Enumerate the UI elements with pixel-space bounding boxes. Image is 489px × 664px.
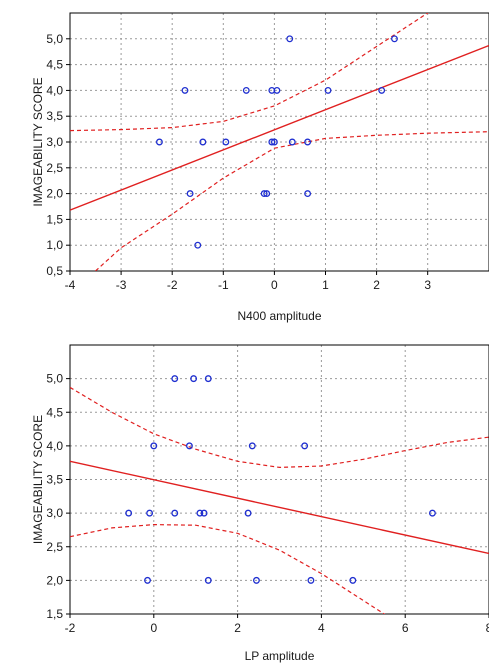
- y-axis-label: IMAGEABILITY SCORE: [31, 77, 45, 206]
- y-tick-label: 2,5: [46, 540, 63, 554]
- plot-area: [70, 375, 489, 614]
- y-tick-label: 2,0: [46, 573, 63, 587]
- x-tick-label: -1: [218, 278, 229, 292]
- data-point: [304, 190, 312, 198]
- confidence-band-lower: [70, 523, 386, 614]
- data-point: [260, 190, 268, 198]
- y-tick-label: 5,0: [46, 372, 63, 386]
- y-axis-label: IMAGEABILITY SCORE: [31, 415, 45, 544]
- regression-line: [70, 44, 489, 211]
- data-point: [204, 375, 212, 383]
- data-point: [428, 509, 436, 517]
- data-point: [181, 86, 189, 94]
- confidence-band-upper: [70, 386, 489, 469]
- x-axis-label: LP amplitude: [245, 649, 315, 663]
- x-tick-label: 2: [373, 278, 380, 292]
- data-point: [222, 138, 230, 146]
- data-point: [263, 190, 271, 198]
- x-tick-label: 3: [424, 278, 431, 292]
- data-point: [273, 86, 281, 94]
- x-tick-label: -2: [167, 278, 178, 292]
- data-point: [146, 509, 154, 517]
- y-tick-label: 4,0: [46, 439, 63, 453]
- plot-area: [70, 13, 489, 271]
- data-point: [185, 442, 193, 450]
- y-tick-label: 3,0: [46, 135, 63, 149]
- x-tick-label: 4: [318, 621, 325, 635]
- y-tick-label: 1,5: [46, 212, 63, 226]
- data-point: [248, 442, 256, 450]
- data-point: [270, 138, 278, 146]
- data-point: [307, 576, 315, 584]
- y-tick-label: 4,5: [46, 405, 63, 419]
- data-point: [171, 509, 179, 517]
- data-point: [199, 138, 207, 146]
- y-tick-label: 2,5: [46, 161, 63, 175]
- grid: [70, 345, 489, 614]
- y-tick-label: 4,5: [46, 58, 63, 72]
- x-tick-label: -4: [65, 278, 76, 292]
- y-tick-label: 3,5: [46, 473, 63, 487]
- regression-line: [70, 460, 489, 555]
- confidence-band-upper: [70, 13, 429, 132]
- x-tick-label: 8: [486, 621, 489, 635]
- data-point: [144, 576, 151, 584]
- y-tick-label: 1,5: [46, 607, 63, 621]
- y-tick-label: 1,0: [46, 238, 63, 252]
- y-tick-label: 3,5: [46, 109, 63, 123]
- y-tick-label: 2,0: [46, 187, 63, 201]
- data-point: [324, 86, 332, 94]
- data-point: [301, 442, 309, 450]
- confidence-band-lower: [95, 131, 489, 271]
- grid: [70, 13, 489, 271]
- x-tick-label: 0: [150, 621, 157, 635]
- x-tick-label: 2: [234, 621, 241, 635]
- x-tick-label: 6: [402, 621, 409, 635]
- y-tick-label: 5,0: [46, 32, 63, 46]
- y-tick-label: 4,0: [46, 83, 63, 97]
- data-point: [196, 509, 204, 517]
- data-point: [155, 138, 163, 146]
- data-point: [171, 375, 179, 383]
- data-point: [150, 442, 158, 450]
- data-point: [253, 576, 260, 584]
- data-point: [244, 509, 252, 517]
- data-point: [286, 35, 294, 43]
- data-point: [204, 576, 212, 584]
- x-axis-label: N400 amplitude: [237, 309, 321, 323]
- data-point: [200, 509, 208, 517]
- data-point: [194, 241, 202, 249]
- y-tick-label: 0,5: [46, 264, 63, 278]
- data-point: [186, 190, 194, 198]
- data-point: [304, 138, 312, 146]
- data-point: [242, 86, 250, 94]
- data-point: [190, 375, 198, 383]
- chart-n400: -4 -3 -2 -1 0 1 2 3 0,5 1,0 1,5 2,0 2,5 3,0 3,5 4,0 4,5 5…: [31, 12, 489, 323]
- chart-lp: -2 0 2 4 6 8 1,5 2,0 2,5 3,0 3,5 4,0 4,5 5,0 LP amplit…: [31, 344, 489, 663]
- x-tick-label: 0: [271, 278, 278, 292]
- x-tick-label: -3: [116, 278, 127, 292]
- data-point: [268, 138, 276, 146]
- data-point: [288, 138, 296, 146]
- data-point: [391, 35, 398, 43]
- x-tick-label: 1: [322, 278, 329, 292]
- data-point: [349, 576, 357, 584]
- x-tick-label: -2: [65, 621, 76, 635]
- data-point: [378, 86, 386, 94]
- y-tick-label: 3,0: [46, 506, 63, 520]
- data-point: [125, 509, 133, 517]
